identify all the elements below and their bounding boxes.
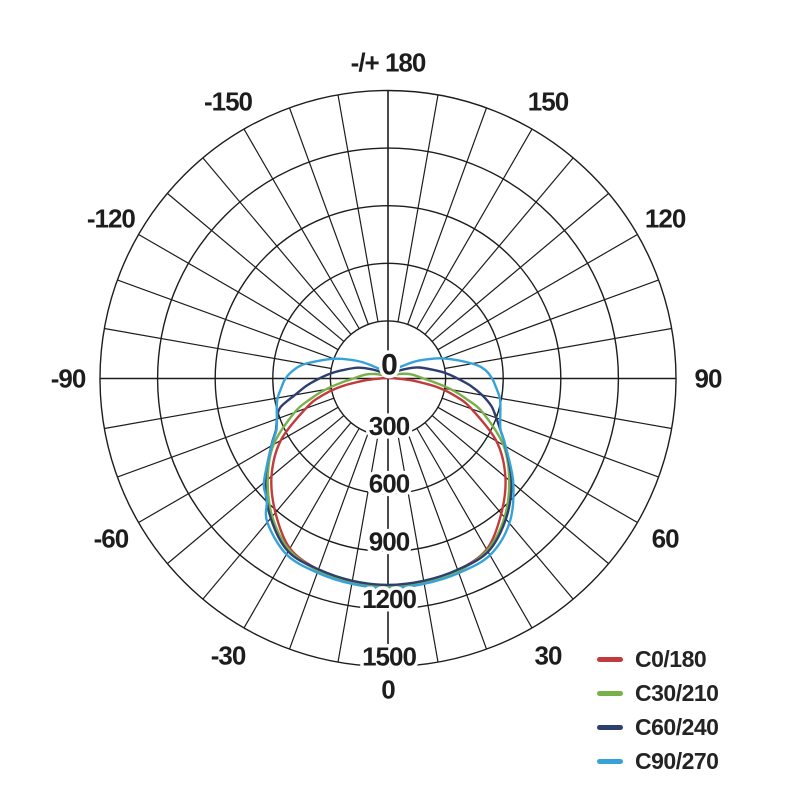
grid-spoke: [202, 157, 352, 335]
angle-label: -30: [211, 641, 246, 671]
legend-swatch-line-icon: [597, 724, 623, 730]
grid-spoke: [437, 233, 638, 351]
grid-spoke: [104, 327, 332, 370]
grid-spoke: [166, 192, 345, 342]
grid-spoke: [337, 435, 379, 663]
grid-spoke: [243, 128, 360, 329]
legend-item-c30-210: C30/210: [597, 679, 719, 706]
angle-label: -120: [87, 204, 136, 234]
grid-spoke: [416, 428, 533, 629]
legend-item-c0-180: C0/180: [597, 647, 718, 671]
legend-item-c60-240: C60/240: [597, 713, 719, 740]
angle-label: 120: [645, 204, 686, 234]
radial-tick-label: 1500: [362, 642, 416, 672]
legend-item-c90-270: C90/270: [597, 747, 719, 774]
grid-spoke: [416, 128, 533, 329]
grid-spoke: [407, 107, 488, 325]
grid-spoke: [337, 94, 379, 322]
grid-spoke: [138, 233, 339, 351]
legend-swatch-line-icon: [597, 690, 623, 696]
grid-spoke: [444, 327, 672, 370]
radial-tick-label: 1200: [362, 584, 416, 614]
angle-label: -150: [204, 86, 253, 116]
grid-spoke: [431, 415, 610, 565]
radial-tick-label: 600: [369, 469, 410, 499]
grid-spoke: [431, 192, 610, 342]
grid-spoke: [397, 94, 439, 322]
grid-spoke: [138, 406, 339, 524]
legend-swatch-line-icon: [597, 656, 623, 662]
grid-spoke: [288, 107, 369, 325]
radial-tick-label: 900: [369, 526, 410, 556]
grid-spoke: [441, 279, 659, 360]
angle-label: 90: [695, 364, 722, 394]
angle-label: 60: [652, 524, 679, 554]
grid-spoke: [407, 432, 488, 650]
grid-spoke: [437, 406, 638, 524]
angle-label: -60: [94, 524, 129, 554]
center-zero-label: 0: [381, 349, 397, 382]
legend-label: C30/210: [635, 679, 719, 706]
legend-label: C0/180: [635, 645, 707, 672]
grid-spoke: [397, 435, 439, 663]
grid-spoke: [288, 432, 369, 650]
grid-spoke: [243, 428, 360, 629]
grid-spoke: [441, 397, 659, 478]
grid-spoke: [424, 422, 574, 600]
radial-tick-label: 300: [369, 411, 410, 441]
series-c90-270: [262, 357, 515, 590]
legend-swatch-line-icon: [597, 758, 623, 764]
grid-spoke: [202, 422, 352, 600]
angle-label: -/+ 180: [351, 48, 426, 78]
angle-label: 30: [535, 641, 562, 671]
grid-spoke: [117, 279, 335, 360]
grid-spoke: [166, 415, 345, 565]
grid-spoke: [117, 397, 335, 478]
chart-legend: C0/180 C30/210 C60/240 C90/270: [597, 647, 719, 774]
angle-label: 150: [528, 86, 569, 116]
legend-label: C90/270: [635, 747, 719, 774]
angle-label: -90: [51, 364, 86, 394]
grid-spoke: [424, 157, 574, 335]
series-c60-240: [263, 366, 513, 587]
legend-label: C60/240: [635, 713, 719, 740]
angle-label: 0: [381, 675, 395, 705]
